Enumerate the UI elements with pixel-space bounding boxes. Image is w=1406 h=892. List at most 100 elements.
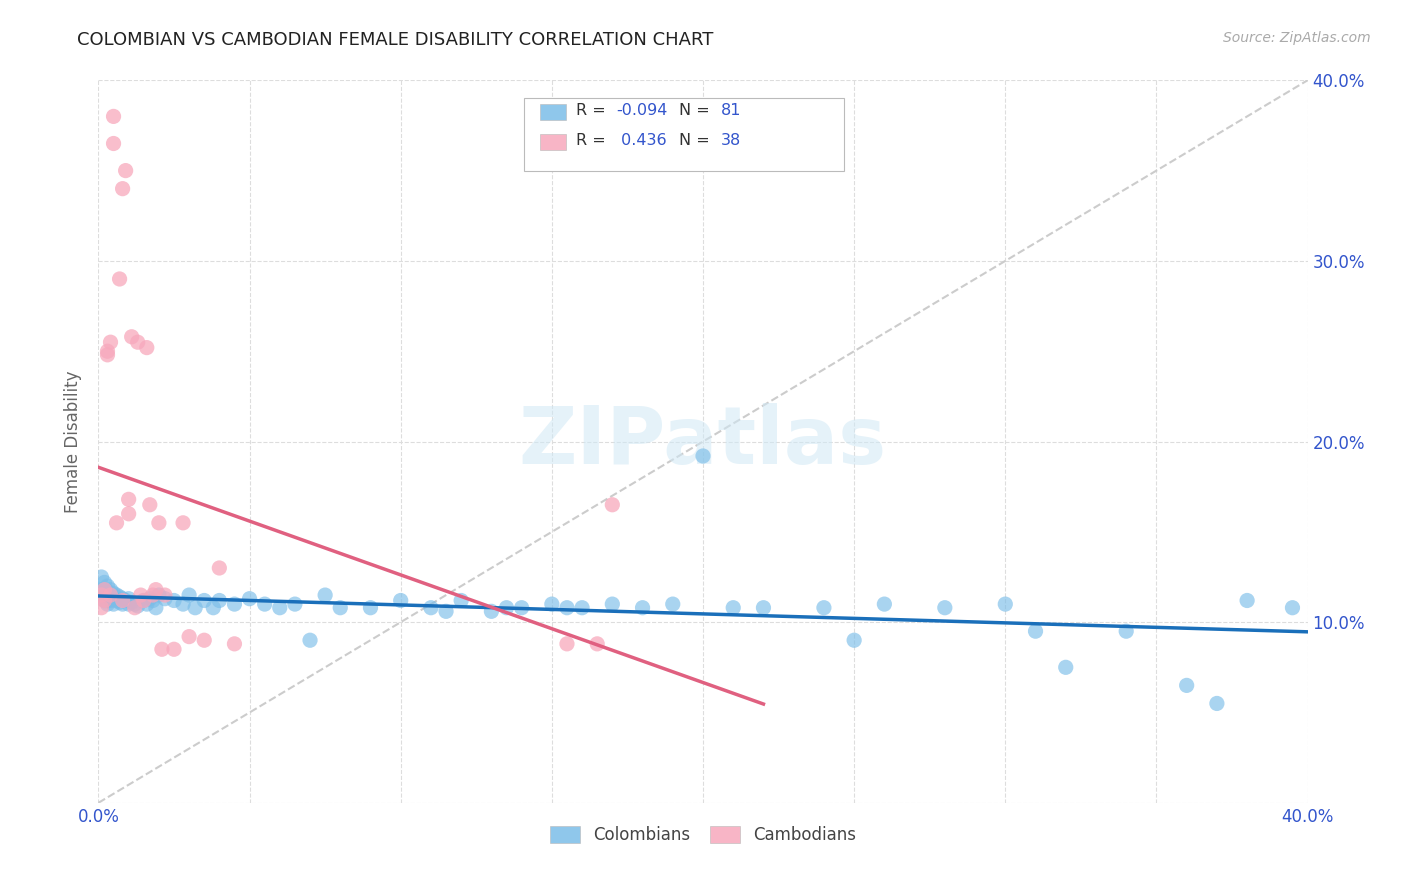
Point: [555, 637, 578, 651]
Point: [510, 600, 533, 615]
Point: [813, 600, 835, 615]
Text: Source: ZipAtlas.com: Source: ZipAtlas.com: [1223, 31, 1371, 45]
Point: [329, 600, 352, 615]
Point: [360, 600, 382, 615]
Point: [129, 588, 152, 602]
Point: [142, 588, 165, 602]
Point: [118, 591, 141, 606]
Point: [179, 588, 201, 602]
Legend: Colombians, Cambodians: Colombians, Cambodians: [541, 817, 865, 852]
Point: [90, 570, 112, 584]
Point: [1054, 660, 1077, 674]
Point: [90, 588, 112, 602]
Point: [139, 498, 162, 512]
Point: [602, 498, 624, 512]
Point: [100, 588, 122, 602]
Point: [1115, 624, 1137, 639]
Point: [103, 586, 125, 600]
Point: [723, 600, 745, 615]
Point: [139, 591, 162, 606]
Point: [96, 579, 118, 593]
Point: [93, 582, 115, 597]
Point: [208, 593, 231, 607]
Point: [118, 507, 141, 521]
Point: [135, 597, 157, 611]
Point: [692, 449, 714, 463]
Point: [96, 593, 118, 607]
Point: [631, 600, 654, 615]
Point: [90, 588, 112, 602]
Text: COLOMBIAN VS CAMBODIAN FEMALE DISABILITY CORRELATION CHART: COLOMBIAN VS CAMBODIAN FEMALE DISABILITY…: [77, 31, 714, 49]
Point: [540, 597, 562, 611]
Text: 81: 81: [721, 103, 741, 118]
Point: [145, 600, 167, 615]
Point: [103, 109, 125, 123]
Point: [495, 600, 517, 615]
Point: [93, 593, 115, 607]
Point: [239, 591, 262, 606]
Point: [752, 600, 775, 615]
Point: [1236, 593, 1258, 607]
Point: [132, 593, 155, 607]
Point: [93, 588, 115, 602]
Point: [100, 593, 122, 607]
Point: [184, 600, 207, 615]
Point: [108, 272, 131, 286]
Point: [108, 590, 131, 604]
Point: [96, 588, 118, 602]
Point: [121, 595, 143, 609]
Point: [153, 588, 176, 602]
Point: [1175, 678, 1198, 692]
Point: [93, 575, 115, 590]
Point: [142, 593, 165, 607]
Point: [224, 597, 246, 611]
Point: [163, 642, 186, 657]
Point: [202, 600, 225, 615]
Point: [96, 597, 118, 611]
Point: [124, 600, 146, 615]
Point: [100, 588, 122, 602]
Point: [450, 593, 472, 607]
Point: [100, 335, 122, 350]
Point: [434, 604, 457, 618]
Point: [148, 516, 170, 530]
Point: [389, 593, 412, 607]
Point: [145, 582, 167, 597]
Point: [105, 516, 128, 530]
Point: [555, 600, 578, 615]
Point: [105, 593, 128, 607]
Point: [103, 597, 125, 611]
Point: [193, 633, 215, 648]
Point: [299, 633, 322, 648]
Point: [420, 600, 443, 615]
Point: [93, 582, 115, 597]
Point: [269, 600, 291, 615]
Point: [124, 597, 146, 611]
Point: [90, 582, 112, 597]
Text: 38: 38: [721, 133, 741, 148]
Text: N =: N =: [679, 133, 714, 148]
Point: [105, 588, 128, 602]
Point: [873, 597, 896, 611]
Point: [114, 593, 136, 607]
Point: [661, 597, 683, 611]
Point: [150, 642, 173, 657]
Point: [1024, 624, 1046, 639]
Point: [127, 335, 149, 350]
Y-axis label: Female Disability: Female Disability: [65, 370, 83, 513]
Point: [844, 633, 866, 648]
Point: [103, 591, 125, 606]
Text: 0.436: 0.436: [616, 133, 666, 148]
Text: N =: N =: [679, 103, 714, 118]
Point: [586, 637, 609, 651]
Point: [118, 492, 141, 507]
Text: ZIPatlas: ZIPatlas: [519, 402, 887, 481]
Point: [121, 330, 143, 344]
Point: [103, 136, 125, 151]
Point: [1206, 697, 1229, 711]
Point: [172, 516, 194, 530]
Point: [481, 604, 503, 618]
Point: [314, 588, 336, 602]
Point: [132, 593, 155, 607]
Point: [934, 600, 956, 615]
